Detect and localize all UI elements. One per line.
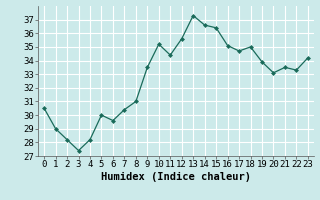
X-axis label: Humidex (Indice chaleur): Humidex (Indice chaleur) — [101, 172, 251, 182]
